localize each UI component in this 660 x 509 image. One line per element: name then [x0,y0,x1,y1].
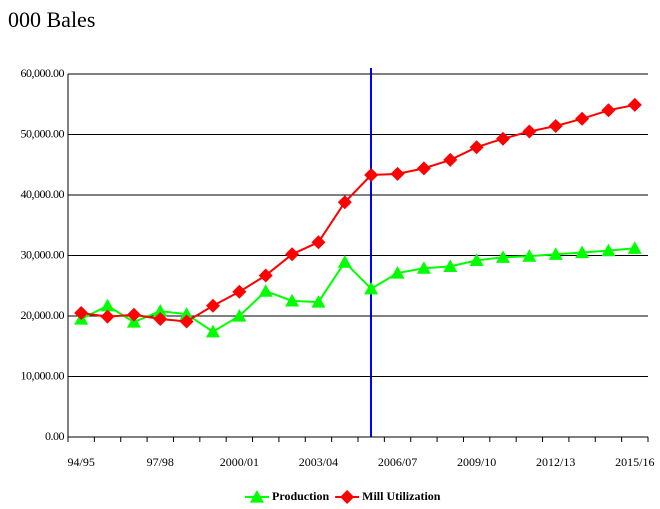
marker [627,241,642,254]
marker [285,293,300,307]
y-tick-label: 50,000.00 [21,126,65,140]
marker [496,131,510,146]
marker [601,243,616,257]
marker [601,103,616,118]
series-line [80,247,635,333]
marker [74,305,89,320]
marker [522,249,537,262]
marker [258,284,273,297]
marker [416,261,431,274]
marker [179,307,194,320]
x-tick-label: 2003/04 [299,455,338,469]
legend-label: Production [272,489,329,503]
marker [311,295,326,308]
marker [285,247,300,262]
marker [522,124,537,139]
marker [364,168,379,183]
marker [548,119,563,134]
marker [311,235,326,250]
marker [469,253,484,266]
marker [443,259,458,272]
marker [179,314,194,329]
y-tick-label: 20,000.00 [21,308,65,322]
chart-title: 000 Bales [8,7,95,32]
marker [232,309,247,322]
marker [126,307,141,322]
marker [575,245,590,259]
marker [390,266,405,279]
y-tick-label: 0.00 [45,429,65,443]
y-tick-label: 10,000.00 [21,368,65,382]
marker [153,304,168,317]
x-tick-label: 2012/13 [536,455,575,469]
marker [627,97,642,112]
x-tick-label: 97/98 [147,455,174,469]
marker [153,312,168,327]
legend: Production Mill Utilization [245,489,441,504]
x-tick-label: 2009/10 [457,455,496,469]
y-tick-label: 30,000.00 [21,247,65,261]
marker [232,284,247,299]
marker [496,250,510,263]
marker [364,281,379,295]
marker [337,195,352,210]
marker [258,268,273,283]
marker [100,309,115,324]
marker [250,490,264,503]
x-tick-label: 2000/01 [220,455,259,469]
x-tick-label: 2006/07 [378,455,417,469]
marker [416,161,431,176]
marker [390,166,405,181]
marker [469,140,484,155]
marker [206,324,220,338]
marker [575,111,590,126]
series-line [81,103,636,323]
marker [443,152,458,167]
marker [337,255,352,268]
marker [206,298,220,313]
y-tick-label: 40,000.00 [21,187,65,201]
x-tick-label: 2015/16 [615,455,654,469]
x-tick-label: 94/95 [68,455,95,469]
legend-label: Mill Utilization [362,489,441,503]
marker [340,490,355,504]
marker [548,247,563,260]
y-tick-label: 60,000.00 [21,66,65,80]
marker [100,298,115,312]
